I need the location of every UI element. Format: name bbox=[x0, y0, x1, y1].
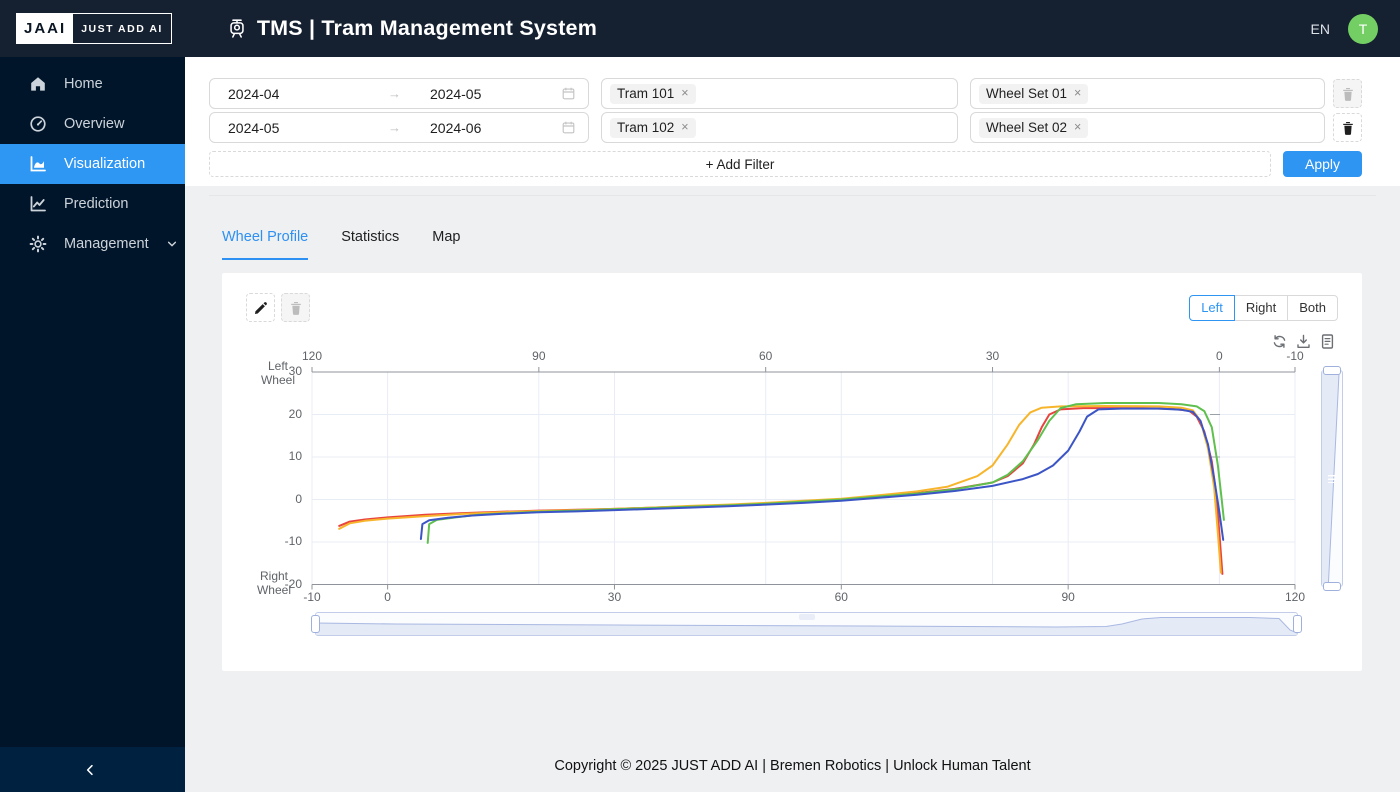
logo-secondary-text: JUST ADD AI bbox=[81, 22, 163, 35]
toggle-left[interactable]: Left bbox=[1189, 295, 1235, 321]
wheel-side-toggle: Left Right Both bbox=[1189, 295, 1338, 321]
page-title: TMS | Tram Management System bbox=[256, 16, 598, 40]
wheel-profile-plot[interactable] bbox=[222, 273, 1362, 671]
tag-close-icon[interactable]: × bbox=[681, 86, 689, 101]
calendar-icon bbox=[561, 120, 576, 135]
sidebar-item-label: Prediction bbox=[64, 196, 129, 212]
series-profile-blue bbox=[419, 407, 1225, 541]
sidebar-item-home[interactable]: Home bbox=[0, 64, 185, 104]
zoom-slider-grip[interactable] bbox=[798, 614, 815, 620]
wheelset-tag: Wheel Set 01 × bbox=[979, 83, 1089, 104]
tram-tag-label: Tram 101 bbox=[617, 86, 675, 101]
sidebar-item-label: Management bbox=[64, 236, 149, 252]
date-start-value[interactable]: 2024-04 bbox=[228, 85, 280, 102]
sidebar-item-prediction[interactable]: Prediction bbox=[0, 184, 185, 224]
jaai-logo: JAAI JUST ADD AI bbox=[16, 13, 172, 44]
vertical-zoom-slider[interactable] bbox=[1321, 366, 1343, 591]
left-wheel-axis-label: Left Wheel bbox=[260, 359, 295, 388]
tab-wheel-profile[interactable]: Wheel Profile bbox=[222, 229, 309, 260]
wheelset-tag-label: Wheel Set 01 bbox=[986, 86, 1068, 101]
tag-close-icon[interactable]: × bbox=[681, 120, 689, 135]
dashboard-icon bbox=[29, 115, 47, 133]
chart-toolbox bbox=[1271, 333, 1336, 350]
tram-icon bbox=[226, 18, 248, 40]
zoom-handle-top[interactable] bbox=[1323, 366, 1341, 375]
divider bbox=[209, 195, 1376, 196]
sidebar-item-visualization[interactable]: Visualization bbox=[0, 144, 185, 184]
tab-map[interactable]: Map bbox=[432, 229, 461, 245]
data-view-icon[interactable] bbox=[1319, 333, 1336, 350]
chevron-down-icon bbox=[166, 238, 178, 250]
tram-tag: Tram 102 × bbox=[610, 117, 696, 138]
tram-tag: Tram 101 × bbox=[610, 83, 696, 104]
wheelset-tag: Wheel Set 02 × bbox=[979, 117, 1089, 138]
sidebar-item-management[interactable]: Management bbox=[0, 224, 185, 264]
series-profile-orange bbox=[338, 405, 1222, 574]
tab-bar: Wheel Profile Statistics Map bbox=[222, 229, 1400, 260]
sidebar-collapse-trigger[interactable] bbox=[0, 747, 185, 792]
copyright-text: Copyright © 2025 JUST ADD AI | Bremen Ro… bbox=[554, 758, 1031, 774]
zoom-slider-silhouette bbox=[315, 617, 1298, 635]
add-filter-button[interactable]: + Add Filter bbox=[209, 151, 1271, 177]
toggle-right[interactable]: Right bbox=[1233, 295, 1289, 321]
apply-button[interactable]: Apply bbox=[1283, 151, 1362, 177]
sidebar: Home Overview Visualization bbox=[0, 57, 185, 792]
avatar[interactable]: T bbox=[1348, 13, 1378, 44]
right-wheel-axis-label: Right Wheel bbox=[256, 569, 291, 598]
tag-close-icon[interactable]: × bbox=[1074, 86, 1082, 101]
language-selector[interactable]: EN bbox=[1310, 20, 1330, 37]
series-profile-green bbox=[426, 402, 1225, 544]
app-header: JAAI JUST ADD AI TMS | Tram Management S… bbox=[0, 0, 1400, 57]
home-icon bbox=[29, 75, 47, 93]
date-end-value[interactable]: 2024-06 bbox=[430, 119, 482, 136]
delete-chart-button bbox=[281, 293, 310, 322]
chevron-left-icon bbox=[83, 763, 97, 777]
filter-row: 2024-05 → 2024-06 Tram 102 × Wheel Set 0 bbox=[209, 112, 1362, 143]
tram-select-1[interactable]: Tram 101 × bbox=[601, 78, 958, 109]
range-arrow-icon: → bbox=[388, 120, 401, 135]
wheelset-tag-label: Wheel Set 02 bbox=[986, 120, 1068, 135]
wheel-profile-chart-card: Left Right Both bbox=[222, 273, 1362, 671]
delete-filter-row-button bbox=[1333, 79, 1362, 108]
sidebar-item-label: Visualization bbox=[64, 156, 146, 172]
app-title-wrap: TMS | Tram Management System bbox=[226, 16, 597, 41]
toggle-both[interactable]: Both bbox=[1287, 295, 1338, 321]
filter-row: 2024-04 → 2024-05 Tram 101 × Wheel Set 0 bbox=[209, 78, 1362, 109]
tram-tag-label: Tram 102 bbox=[617, 120, 675, 135]
wheelset-select-1[interactable]: Wheel Set 01 × bbox=[970, 78, 1325, 109]
zoom-handle-left[interactable] bbox=[311, 615, 320, 633]
range-arrow-icon: → bbox=[388, 86, 401, 101]
sidebar-item-overview[interactable]: Overview bbox=[0, 104, 185, 144]
sidebar-item-label: Overview bbox=[64, 116, 125, 132]
tab-statistics[interactable]: Statistics bbox=[341, 229, 400, 245]
gear-icon bbox=[29, 235, 47, 253]
restore-icon[interactable] bbox=[1271, 333, 1288, 350]
edit-chart-button[interactable] bbox=[246, 293, 275, 322]
date-range-picker-2[interactable]: 2024-05 → 2024-06 bbox=[209, 112, 589, 143]
calendar-icon bbox=[561, 86, 576, 101]
area-chart-icon bbox=[29, 155, 47, 173]
date-start-value[interactable]: 2024-05 bbox=[228, 119, 280, 136]
logo-primary-text: JAAI bbox=[17, 14, 74, 43]
horizontal-zoom-slider[interactable] bbox=[311, 612, 1302, 636]
tram-select-2[interactable]: Tram 102 × bbox=[601, 112, 958, 143]
series-profile-red bbox=[338, 407, 1224, 575]
tag-close-icon[interactable]: × bbox=[1074, 120, 1082, 135]
zoom-handle-right[interactable] bbox=[1293, 615, 1302, 633]
zoom-slider-grip[interactable] bbox=[1328, 474, 1336, 483]
zoom-handle-bottom[interactable] bbox=[1323, 582, 1341, 591]
main-content: 2024-04 → 2024-05 Tram 101 × Wheel Set 0 bbox=[185, 57, 1400, 792]
date-range-picker-1[interactable]: 2024-04 → 2024-05 bbox=[209, 78, 589, 109]
filter-actions: + Add Filter Apply bbox=[209, 151, 1362, 177]
filter-section: 2024-04 → 2024-05 Tram 101 × Wheel Set 0 bbox=[185, 57, 1400, 186]
sidebar-item-label: Home bbox=[64, 76, 103, 92]
delete-filter-row-button[interactable] bbox=[1333, 113, 1362, 142]
download-icon[interactable] bbox=[1295, 333, 1312, 350]
avatar-initial: T bbox=[1358, 20, 1368, 37]
line-chart-icon bbox=[29, 195, 47, 213]
date-end-value[interactable]: 2024-05 bbox=[430, 85, 482, 102]
wheelset-select-2[interactable]: Wheel Set 02 × bbox=[970, 112, 1325, 143]
